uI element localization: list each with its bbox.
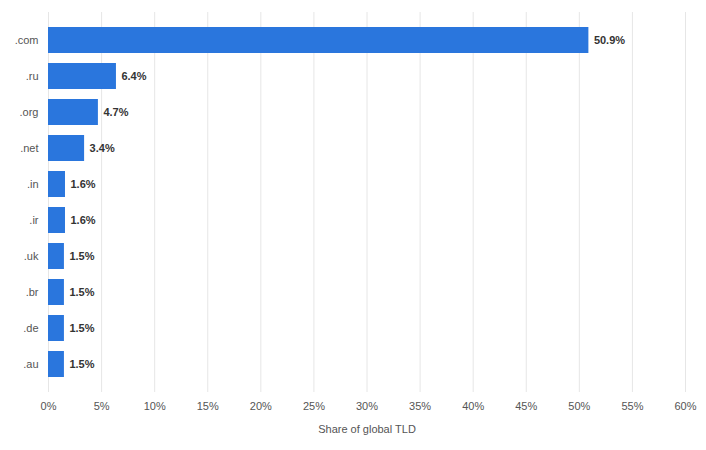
svg-text:35%: 35% — [409, 400, 431, 412]
svg-text:3.4%: 3.4% — [90, 142, 115, 154]
svg-text:10%: 10% — [144, 400, 166, 412]
svg-text:50%: 50% — [568, 400, 590, 412]
svg-text:40%: 40% — [462, 400, 484, 412]
svg-text:.in: .in — [27, 178, 39, 190]
svg-text:15%: 15% — [197, 400, 219, 412]
svg-text:55%: 55% — [621, 400, 643, 412]
svg-text:45%: 45% — [515, 400, 537, 412]
svg-text:.net: .net — [20, 142, 38, 154]
svg-text:.ru: .ru — [26, 70, 39, 82]
svg-text:.au: .au — [23, 358, 38, 370]
svg-text:Share of global TLD: Share of global TLD — [318, 423, 416, 435]
svg-text:25%: 25% — [303, 400, 325, 412]
svg-text:1.6%: 1.6% — [70, 214, 95, 226]
svg-text:50.9%: 50.9% — [594, 34, 625, 46]
svg-text:.de: .de — [23, 322, 38, 334]
svg-text:5%: 5% — [94, 400, 110, 412]
svg-text:1.6%: 1.6% — [70, 178, 95, 190]
svg-text:60%: 60% — [674, 400, 696, 412]
svg-text:6.4%: 6.4% — [121, 70, 146, 82]
svg-text:1.5%: 1.5% — [69, 286, 94, 298]
svg-text:0%: 0% — [41, 400, 57, 412]
svg-text:20%: 20% — [250, 400, 272, 412]
svg-text:.org: .org — [20, 106, 39, 118]
svg-text:.com: .com — [15, 34, 39, 46]
svg-text:.uk: .uk — [24, 250, 39, 262]
svg-text:4.7%: 4.7% — [103, 106, 128, 118]
svg-text:30%: 30% — [356, 400, 378, 412]
svg-text:1.5%: 1.5% — [69, 250, 94, 262]
svg-text:1.5%: 1.5% — [69, 322, 94, 334]
svg-text:.br: .br — [26, 286, 39, 298]
svg-text:1.5%: 1.5% — [69, 358, 94, 370]
svg-text:.ir: .ir — [29, 214, 39, 226]
